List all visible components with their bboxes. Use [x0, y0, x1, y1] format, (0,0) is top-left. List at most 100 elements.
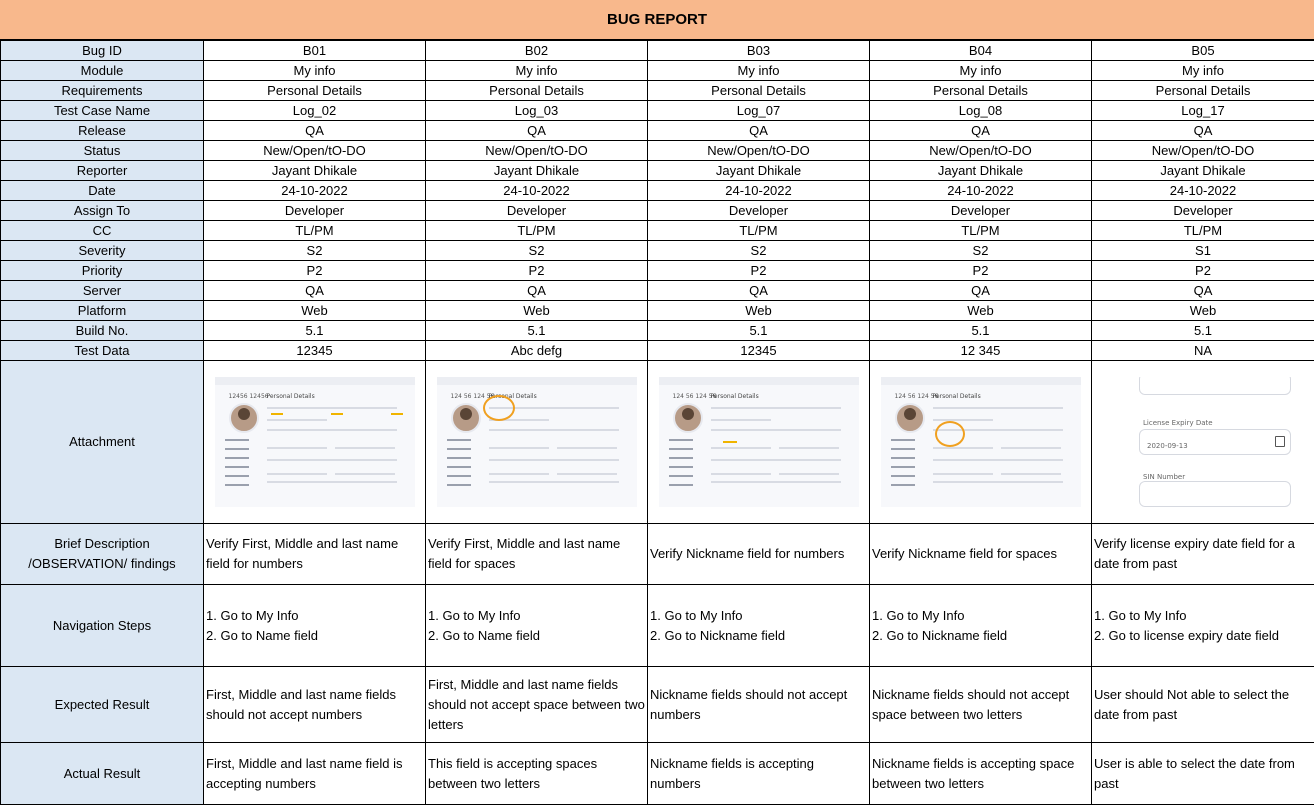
cell-desc-b01[interactable]: Verify First, Middle and last name field… — [204, 524, 426, 585]
cell-severity-b03[interactable]: S2 — [648, 241, 870, 261]
cell-release-b05[interactable]: QA — [1092, 121, 1314, 141]
cell-nav-b05[interactable]: 1. Go to My Info 2. Go to license expiry… — [1092, 585, 1314, 667]
cell-test-data-b03[interactable]: 12345 — [648, 341, 870, 361]
cell-cc-b05[interactable]: TL/PM — [1092, 221, 1314, 241]
cell-test-data-b05[interactable]: NA — [1092, 341, 1314, 361]
cell-cc-b02[interactable]: TL/PM — [426, 221, 648, 241]
cell-requirements-b04[interactable]: Personal Details — [870, 81, 1092, 101]
cell-date-b01[interactable]: 24-10-2022 — [204, 181, 426, 201]
cell-priority-b01[interactable]: P2 — [204, 261, 426, 281]
cell-platform-b03[interactable]: Web — [648, 301, 870, 321]
cell-test-data-b01[interactable]: 12345 — [204, 341, 426, 361]
cell-build-no-b02[interactable]: 5.1 — [426, 321, 648, 341]
cell-status-b02[interactable]: New/Open/tO-DO — [426, 141, 648, 161]
cell-assign-to-b01[interactable]: Developer — [204, 201, 426, 221]
cell-priority-b05[interactable]: P2 — [1092, 261, 1314, 281]
cell-module-b02[interactable]: My info — [426, 61, 648, 81]
cell-exp-b04[interactable]: Nickname fields should not accept space … — [870, 667, 1092, 743]
cell-severity-b01[interactable]: S2 — [204, 241, 426, 261]
cell-date-b03[interactable]: 24-10-2022 — [648, 181, 870, 201]
cell-reporter-b03[interactable]: Jayant Dhikale — [648, 161, 870, 181]
cell-date-b04[interactable]: 24-10-2022 — [870, 181, 1092, 201]
cell-server-b02[interactable]: QA — [426, 281, 648, 301]
cell-bug-id-b01[interactable]: B01 — [204, 41, 426, 61]
cell-release-b04[interactable]: QA — [870, 121, 1092, 141]
cell-act-b05[interactable]: User is able to select the date from pas… — [1092, 743, 1314, 805]
cell-requirements-b05[interactable]: Personal Details — [1092, 81, 1314, 101]
cell-priority-b02[interactable]: P2 — [426, 261, 648, 281]
cell-act-b02[interactable]: This field is accepting spaces between t… — [426, 743, 648, 805]
cell-reporter-b05[interactable]: Jayant Dhikale — [1092, 161, 1314, 181]
cell-bug-id-b03[interactable]: B03 — [648, 41, 870, 61]
cell-build-no-b05[interactable]: 5.1 — [1092, 321, 1314, 341]
cell-act-b03[interactable]: Nickname fields is accepting numbers — [648, 743, 870, 805]
cell-severity-b05[interactable]: S1 — [1092, 241, 1314, 261]
cell-desc-b02[interactable]: Verify First, Middle and last name field… — [426, 524, 648, 585]
cell-module-b01[interactable]: My info — [204, 61, 426, 81]
cell-act-b04[interactable]: Nickname fields is accepting space betwe… — [870, 743, 1092, 805]
cell-server-b04[interactable]: QA — [870, 281, 1092, 301]
cell-reporter-b02[interactable]: Jayant Dhikale — [426, 161, 648, 181]
cell-status-b05[interactable]: New/Open/tO-DO — [1092, 141, 1314, 161]
cell-module-b05[interactable]: My info — [1092, 61, 1314, 81]
cell-severity-b02[interactable]: S2 — [426, 241, 648, 261]
cell-server-b05[interactable]: QA — [1092, 281, 1314, 301]
cell-date-b02[interactable]: 24-10-2022 — [426, 181, 648, 201]
cell-nav-b01[interactable]: 1. Go to My Info 2. Go to Name field — [204, 585, 426, 667]
cell-assign-to-b04[interactable]: Developer — [870, 201, 1092, 221]
cell-test-case-name-b04[interactable]: Log_08 — [870, 101, 1092, 121]
cell-act-b01[interactable]: First, Middle and last name field is acc… — [204, 743, 426, 805]
cell-date-b05[interactable]: 24-10-2022 — [1092, 181, 1314, 201]
cell-nav-b04[interactable]: 1. Go to My Info 2. Go to Nickname field — [870, 585, 1092, 667]
cell-test-case-name-b01[interactable]: Log_02 — [204, 101, 426, 121]
cell-exp-b02[interactable]: First, Middle and last name fields shoul… — [426, 667, 648, 743]
cell-nav-b02[interactable]: 1. Go to My Info 2. Go to Name field — [426, 585, 648, 667]
cell-requirements-b02[interactable]: Personal Details — [426, 81, 648, 101]
cell-assign-to-b05[interactable]: Developer — [1092, 201, 1314, 221]
cell-release-b02[interactable]: QA — [426, 121, 648, 141]
cell-module-b03[interactable]: My info — [648, 61, 870, 81]
cell-platform-b04[interactable]: Web — [870, 301, 1092, 321]
cell-desc-b04[interactable]: Verify Nickname field for spaces — [870, 524, 1092, 585]
cell-status-b03[interactable]: New/Open/tO-DO — [648, 141, 870, 161]
cell-platform-b05[interactable]: Web — [1092, 301, 1314, 321]
cell-server-b03[interactable]: QA — [648, 281, 870, 301]
cell-status-b04[interactable]: New/Open/tO-DO — [870, 141, 1092, 161]
cell-exp-b01[interactable]: First, Middle and last name fields shoul… — [204, 667, 426, 743]
cell-requirements-b03[interactable]: Personal Details — [648, 81, 870, 101]
cell-build-no-b01[interactable]: 5.1 — [204, 321, 426, 341]
cell-nav-b03[interactable]: 1. Go to My Info 2. Go to Nickname field — [648, 585, 870, 667]
cell-bug-id-b04[interactable]: B04 — [870, 41, 1092, 61]
cell-exp-b05[interactable]: User should Not able to select the date … — [1092, 667, 1314, 743]
cell-build-no-b04[interactable]: 5.1 — [870, 321, 1092, 341]
cell-cc-b04[interactable]: TL/PM — [870, 221, 1092, 241]
cell-bug-id-b02[interactable]: B02 — [426, 41, 648, 61]
cell-exp-b03[interactable]: Nickname fields should not accept number… — [648, 667, 870, 743]
cell-test-case-name-b05[interactable]: Log_17 — [1092, 101, 1314, 121]
cell-reporter-b01[interactable]: Jayant Dhikale — [204, 161, 426, 181]
cell-server-b01[interactable]: QA — [204, 281, 426, 301]
cell-test-case-name-b02[interactable]: Log_03 — [426, 101, 648, 121]
cell-desc-b03[interactable]: Verify Nickname field for numbers — [648, 524, 870, 585]
cell-assign-to-b03[interactable]: Developer — [648, 201, 870, 221]
cell-cc-b03[interactable]: TL/PM — [648, 221, 870, 241]
cell-requirements-b01[interactable]: Personal Details — [204, 81, 426, 101]
cell-priority-b04[interactable]: P2 — [870, 261, 1092, 281]
cell-cc-b01[interactable]: TL/PM — [204, 221, 426, 241]
cell-platform-b01[interactable]: Web — [204, 301, 426, 321]
cell-module-b04[interactable]: My info — [870, 61, 1092, 81]
cell-desc-b05[interactable]: Verify license expiry date field for a d… — [1092, 524, 1314, 585]
cell-release-b03[interactable]: QA — [648, 121, 870, 141]
cell-build-no-b03[interactable]: 5.1 — [648, 321, 870, 341]
cell-release-b01[interactable]: QA — [204, 121, 426, 141]
cell-bug-id-b05[interactable]: B05 — [1092, 41, 1314, 61]
